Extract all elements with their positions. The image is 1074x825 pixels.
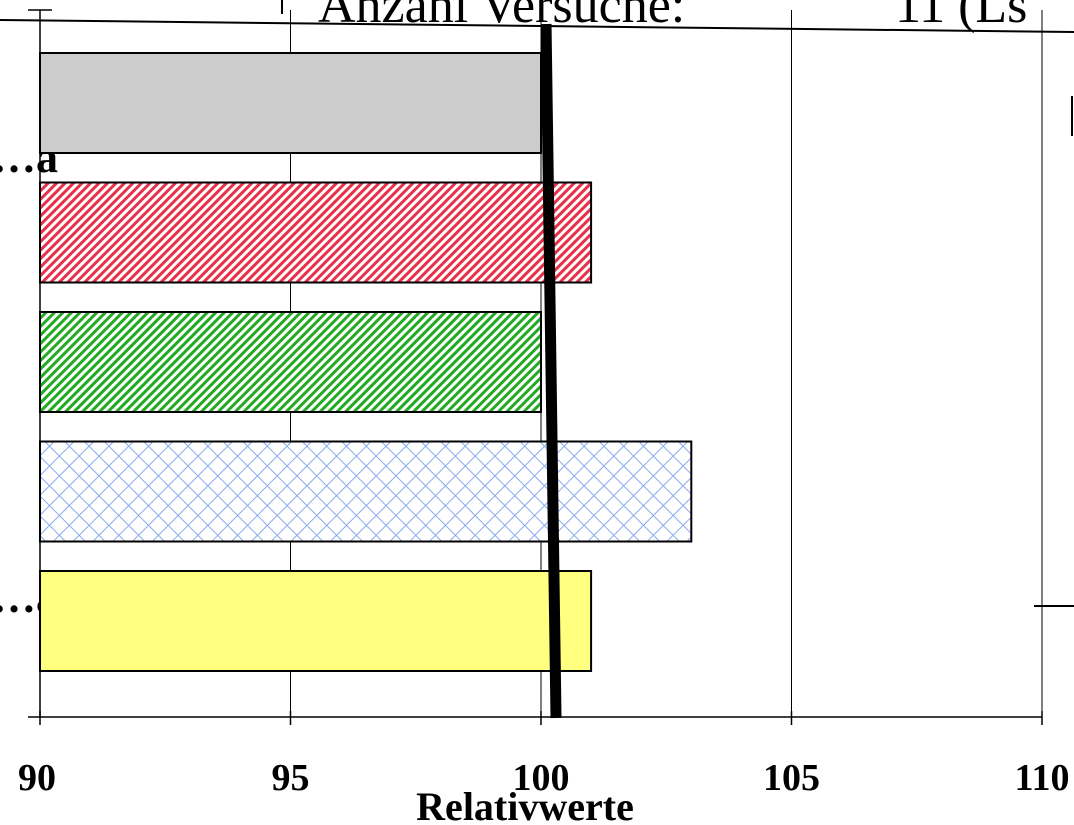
bar-2: [39, 181, 593, 284]
x-tick-label-100: 100: [513, 757, 570, 799]
x-tick-label-95: 95: [272, 757, 310, 799]
bars: [39, 52, 693, 672]
x-axis-label: Relativwerte: [416, 784, 634, 825]
x-axis: 90 95 100 105 110: [18, 711, 1069, 799]
header-right-text: 11 (Ls: [895, 0, 1027, 34]
x-tick-label-105: 105: [763, 757, 820, 799]
reference-line-group: [540, 23, 562, 719]
header-rule: [0, 19, 1074, 33]
bar-1: [39, 52, 542, 154]
header-left-text: Anzahl Versuche:: [318, 0, 685, 34]
x-tick-label-110: 110: [1015, 757, 1070, 799]
reference-line: [540, 23, 562, 719]
bar-3: [39, 311, 542, 413]
header-strip: Anzahl Versuche: 11 (Ls: [0, 0, 1074, 34]
bar-5: [39, 570, 593, 672]
x-tick-label-90: 90: [18, 757, 56, 799]
bar-4: [39, 440, 693, 543]
